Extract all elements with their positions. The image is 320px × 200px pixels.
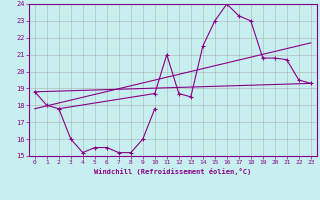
X-axis label: Windchill (Refroidissement éolien,°C): Windchill (Refroidissement éolien,°C) [94,168,252,175]
